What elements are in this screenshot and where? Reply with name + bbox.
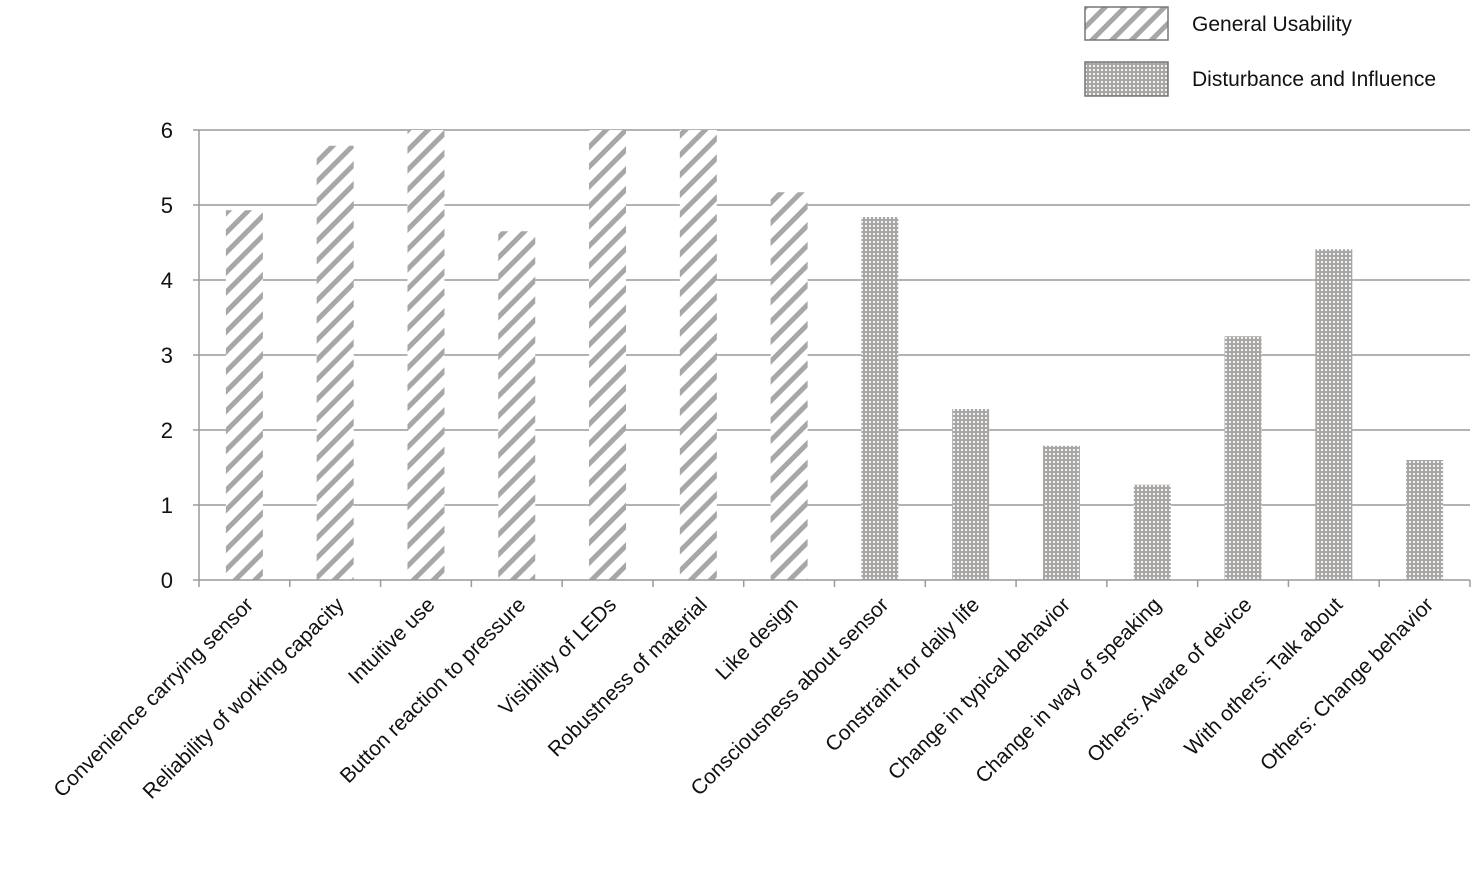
x-tick-label: Button reaction to pressure bbox=[336, 593, 531, 788]
legend-label-disturbance: Disturbance and Influence bbox=[1192, 68, 1436, 91]
x-tick-label: Reliability of working capacity bbox=[138, 593, 349, 804]
bar-general-usability-2 bbox=[407, 130, 445, 580]
gridlines bbox=[199, 129, 1470, 506]
bar-general-usability-1 bbox=[316, 145, 354, 580]
bar-general-usability-4 bbox=[589, 130, 627, 580]
y-tick-labels: 0 1 2 3 4 5 6 bbox=[161, 118, 173, 593]
x-tick-label: Others: Aware of device bbox=[1083, 593, 1257, 767]
y-tick-label: 4 bbox=[161, 268, 173, 293]
y-tick-label: 5 bbox=[161, 193, 173, 218]
bar-disturbance-10 bbox=[1133, 484, 1171, 580]
x-tick-label: Convenience carrying sensor bbox=[49, 593, 258, 802]
legend-swatch-disturbance bbox=[1084, 61, 1169, 97]
bar-disturbance-11 bbox=[1224, 336, 1262, 580]
x-tick-label: Consciousness about sensor bbox=[686, 593, 893, 800]
y-tick-label: 0 bbox=[161, 568, 173, 593]
x-tick-label: Like design bbox=[711, 593, 802, 684]
x-tick-label: Intuitive use bbox=[344, 593, 440, 689]
bars bbox=[225, 130, 1444, 580]
bar-general-usability-3 bbox=[498, 231, 536, 580]
x-tick-label: Change in typical behavior bbox=[884, 593, 1075, 784]
x-tick-label: Constraint for daily life bbox=[821, 593, 984, 756]
x-tick-label: Robustness of material bbox=[544, 593, 712, 761]
bar-general-usability-5 bbox=[679, 130, 717, 580]
y-tick-label: 2 bbox=[161, 418, 173, 443]
bar-general-usability-6 bbox=[770, 192, 808, 580]
legend-swatch-general-usability bbox=[1084, 6, 1169, 41]
bar-disturbance-13 bbox=[1406, 460, 1444, 580]
x-tick-label: Others: Change behavior bbox=[1256, 593, 1438, 775]
y-tick-label: 1 bbox=[161, 493, 173, 518]
axes bbox=[193, 129, 1471, 587]
bar-disturbance-12 bbox=[1315, 249, 1353, 580]
bar-disturbance-8 bbox=[952, 409, 990, 580]
legend-label-general-usability: General Usability bbox=[1192, 13, 1352, 36]
y-tick-label: 3 bbox=[161, 343, 173, 368]
x-tick-label: Change in way of speaking bbox=[971, 593, 1166, 788]
legend: General Usability Disturbance and Influe… bbox=[1084, 6, 1436, 97]
bar-general-usability-0 bbox=[225, 210, 263, 580]
bar-disturbance-9 bbox=[1042, 445, 1080, 580]
x-tick-label: With others: Talk about bbox=[1180, 593, 1347, 760]
y-tick-label: 6 bbox=[161, 118, 173, 143]
bar-disturbance-7 bbox=[861, 217, 899, 580]
